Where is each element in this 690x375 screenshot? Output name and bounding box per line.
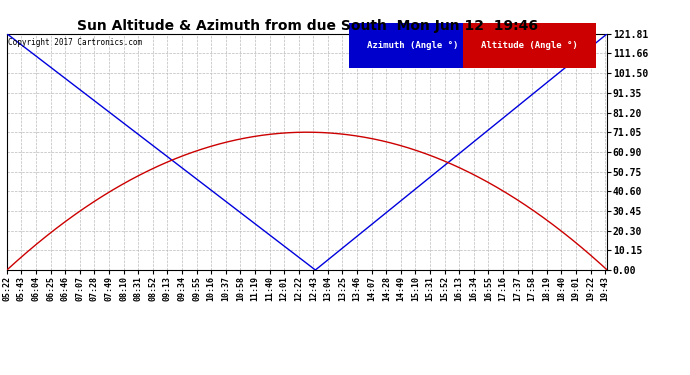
Text: Copyright 2017 Cartronics.com: Copyright 2017 Cartronics.com (8, 39, 142, 48)
Text: Azimuth (Angle °): Azimuth (Angle °) (367, 41, 458, 50)
Text: Altitude (Angle °): Altitude (Angle °) (481, 41, 578, 50)
Title: Sun Altitude & Azimuth from due South  Mon Jun 12  19:46: Sun Altitude & Azimuth from due South Mo… (77, 19, 538, 33)
